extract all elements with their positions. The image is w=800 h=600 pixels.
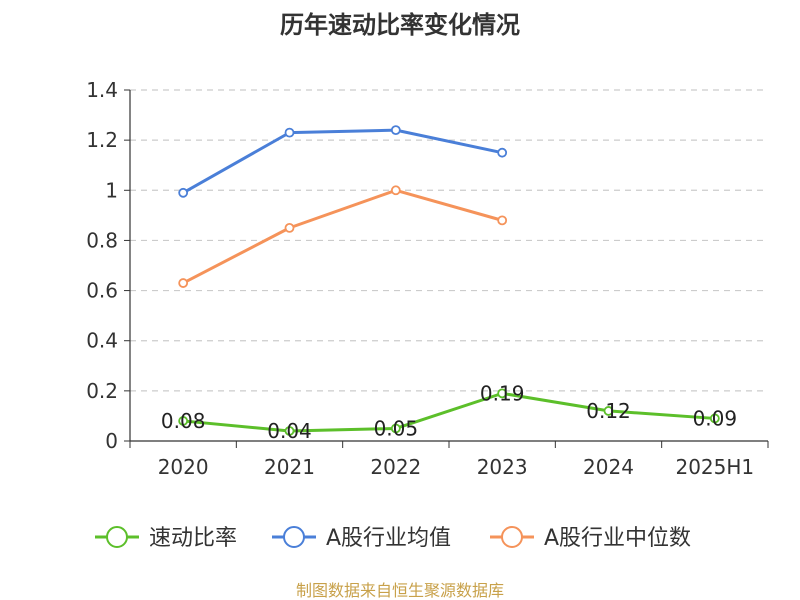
- x-tick-label: 2025H1: [675, 455, 754, 479]
- y-tick-label: 0.6: [86, 279, 118, 303]
- x-tick-label: 2023: [477, 455, 528, 479]
- data-label: 0.08: [161, 409, 206, 433]
- series-lines: [178, 125, 720, 436]
- grid-lines: [130, 89, 768, 392]
- chart-title: 历年速动比率变化情况: [280, 11, 520, 39]
- x-tick-label: 2021: [264, 455, 315, 479]
- data-point: [497, 388, 508, 399]
- data-point: [178, 416, 189, 426]
- data-point: [178, 187, 189, 198]
- data-point: [178, 278, 189, 288]
- data-point: [497, 147, 508, 158]
- data-point: [709, 413, 720, 424]
- data-point: [284, 127, 295, 138]
- legend-label: A股行业均值: [326, 526, 451, 551]
- data-label: 0.09: [693, 406, 738, 430]
- data-label: 0.19: [480, 381, 525, 405]
- data-point: [390, 423, 401, 434]
- legend-item[interactable]: 速动比率: [95, 526, 237, 551]
- y-tick-label: 0.4: [86, 329, 118, 353]
- x-tick-label: 2020: [158, 455, 209, 479]
- y-tick-label: 1.2: [86, 128, 118, 152]
- data-label: 0.05: [374, 416, 419, 440]
- legend-marker: [501, 526, 523, 548]
- y-tick-label: 0: [105, 429, 118, 453]
- data-point: [497, 215, 508, 226]
- series-line: [183, 391, 715, 433]
- legend[interactable]: 速动比率 A股行业均值 A股行业中位数: [95, 526, 691, 551]
- y-tick-label: 0.8: [86, 228, 118, 252]
- legend-label: 速动比率: [149, 526, 237, 551]
- data-labels: 0.08 0.04 0.05 0.19 0.12 0.09: [161, 381, 737, 443]
- data-label: 0.12: [586, 399, 631, 423]
- x-tick-label: 2024: [583, 455, 634, 479]
- legend-marker: [106, 526, 128, 548]
- y-tick-label: 1.4: [86, 78, 118, 102]
- data-point: [603, 406, 614, 416]
- y-axis-ticks: 0 0.2 0.4 0.6 0.8 1 1.2 1.4: [86, 78, 130, 453]
- legend-marker: [283, 526, 305, 548]
- series-line: [182, 188, 503, 285]
- data-point: [390, 125, 401, 136]
- data-point: [284, 426, 295, 436]
- series-line: [182, 128, 503, 195]
- source-note: 制图数据来自恒生聚源数据库: [296, 581, 504, 600]
- data-label: 0.04: [267, 419, 312, 443]
- y-tick-label: 1: [105, 178, 118, 202]
- x-axis-ticks: 2020 2021 2022 2023 2024 2025H1: [129, 441, 769, 479]
- legend-item[interactable]: A股行业中位数: [490, 526, 691, 551]
- legend-label: A股行业中位数: [544, 526, 691, 551]
- legend-item[interactable]: A股行业均值: [272, 526, 451, 551]
- data-point: [284, 222, 295, 233]
- data-point: [390, 185, 401, 196]
- y-tick-label: 0.2: [86, 379, 118, 403]
- x-tick-label: 2022: [370, 455, 421, 479]
